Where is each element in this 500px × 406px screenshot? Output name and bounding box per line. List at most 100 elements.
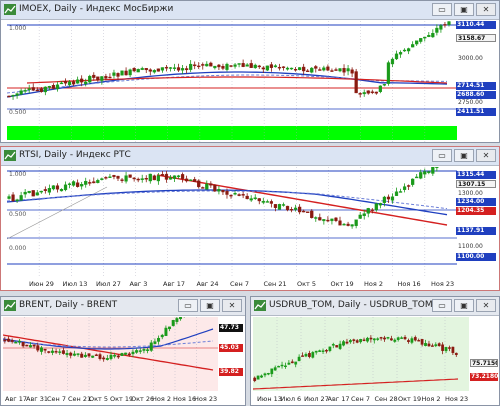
candle-body [164,327,168,337]
candle-body [132,177,136,180]
candle-body [27,190,31,193]
minimize-button[interactable]: ▭ [178,299,198,312]
candle-body [217,189,221,192]
usdrub-titlebar[interactable]: USDRUB_TOM, Daily - USDRUB_TOM ▭ ▣ ✕ [251,297,499,316]
candle-body [326,66,330,71]
candle-body [410,338,414,343]
minimize-button[interactable]: ▭ [432,299,452,312]
candle-body [411,44,415,48]
candle-body [185,178,189,182]
candle-body [164,67,169,69]
candle-body [374,203,378,211]
y-axis-label: 3000.00 [458,55,483,62]
price-tag-current: 3158.67 [456,34,496,42]
candle-body [444,347,448,352]
candle-body [270,368,274,375]
candle-body [284,365,287,368]
maximize-button[interactable]: ▣ [454,149,474,162]
price-tag-current: 75.7150 [470,359,498,367]
candle-body [419,38,423,42]
candle-body [325,350,328,352]
candle-body [443,24,447,26]
maximize-button[interactable]: ▣ [454,299,474,312]
candle-body [366,337,369,342]
candle-body [260,375,263,378]
candle-body [152,70,156,73]
candle-body [241,63,245,67]
candle-body [7,196,11,199]
candle-body [253,197,257,200]
close-button[interactable]: ✕ [476,3,496,16]
imoex-window[interactable]: IMOEX, Daily - Индекс МосБиржи ▭ ▣ ✕ 311… [0,0,500,143]
usdrub-chart-svg [253,317,469,391]
candle-body [15,93,19,96]
usdrub-time-axis: Июн 13 Июл 6 Июл 27 Авг 17 Сен 7 Сен 28 Окт 19… [253,392,469,405]
candle-body [91,355,95,358]
rtsi-price-chart[interactable] [7,167,457,276]
candle-body [116,355,120,358]
brent-window[interactable]: BRENT, Daily - BRENT ▭ ▣ ✕ 47.73 45.03 3… [0,296,246,406]
candle-body [369,337,373,340]
candle-body [322,67,326,71]
rtsi-titlebar[interactable]: RTSI, Daily - Индекс РТС ▭ ▣ ✕ [1,147,499,166]
candle-body [354,219,358,226]
candle-body [23,191,27,195]
candle-body [140,178,144,180]
brent-price-chart[interactable] [3,317,218,391]
candle-body [398,52,403,55]
maximize-button[interactable]: ▣ [454,3,474,16]
candle-body [98,354,102,359]
price-tag-mid: 45.03 [219,344,243,352]
close-button[interactable]: ✕ [476,299,496,312]
close-button[interactable]: ✕ [222,299,242,312]
candle-body [160,334,164,338]
candle-body [257,65,261,68]
candle-body [59,189,64,192]
candle-body [266,373,270,375]
candle-body [43,189,47,191]
usdrub-price-chart[interactable] [253,317,469,391]
time-axis-label: Авг 31 [26,395,49,403]
candle-body [76,79,80,84]
candle-body [156,68,160,72]
usdrub-window[interactable]: USDRUB_TOM, Daily - USDRUB_TOM ▭ ▣ ✕ 75.… [250,296,500,406]
minimize-button[interactable]: ▭ [432,149,452,162]
imoex-price-chart[interactable] [7,21,457,142]
candle-body [277,204,282,210]
candle-body [362,339,366,341]
candle-body [63,81,68,84]
candle-body [87,353,91,357]
candle-body [383,337,386,340]
candle-body [396,337,400,340]
candle-body [423,36,427,39]
candle-body [105,358,109,360]
candle-body [289,209,294,211]
candle-body [245,64,249,67]
candle-body [233,192,237,195]
candle-body [434,344,438,347]
brent-titlebar[interactable]: BRENT, Daily - BRENT ▭ ▣ ✕ [1,297,245,316]
candle-body [362,213,366,217]
time-axis-label: Окт 19 [398,395,422,403]
maximize-button[interactable]: ▣ [200,299,220,312]
candle-body [205,183,209,190]
rtsi-window[interactable]: RTSI, Daily - Индекс РТС ▭ ▣ ✕ 1315.44 1… [0,146,500,291]
price-tag-bottom: 2411.51 [456,108,496,116]
candle-body [148,69,152,72]
minimize-button[interactable]: ▭ [432,3,452,16]
candle-body [35,192,39,196]
candle-body [417,340,421,342]
close-button[interactable]: ✕ [476,149,496,162]
candle-body [306,211,310,213]
candle-body [25,344,29,347]
candle-body [374,91,378,94]
candle-body [80,184,84,187]
candle-body [100,76,104,81]
candle-body [431,167,435,174]
candle-body [63,184,68,191]
candle-body [164,173,169,180]
imoex-titlebar[interactable]: IMOEX, Daily - Индекс МосБиржи ▭ ▣ ✕ [1,1,499,20]
time-axis-label: Сен 28 [374,395,398,403]
candle-body [302,210,306,213]
candle-body [109,354,113,359]
